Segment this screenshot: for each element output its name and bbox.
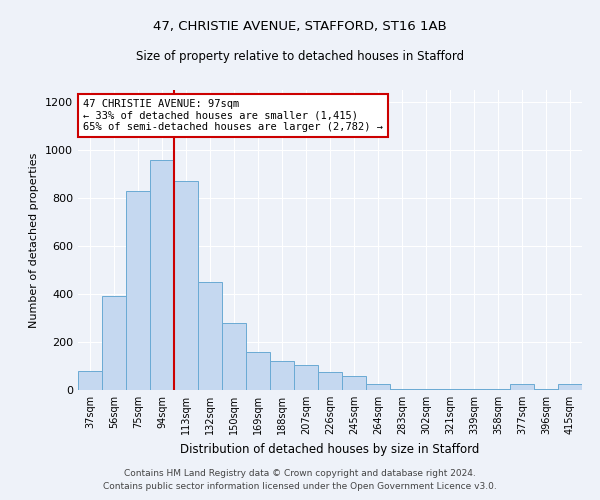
Bar — [318, 372, 342, 390]
Bar — [414, 389, 438, 390]
Bar — [198, 282, 222, 390]
Y-axis label: Number of detached properties: Number of detached properties — [29, 152, 40, 328]
Bar — [462, 389, 486, 390]
Text: Contains HM Land Registry data © Crown copyright and database right 2024.: Contains HM Land Registry data © Crown c… — [124, 468, 476, 477]
Bar — [246, 352, 270, 390]
Text: 47 CHRISTIE AVENUE: 97sqm
← 33% of detached houses are smaller (1,415)
65% of se: 47 CHRISTIE AVENUE: 97sqm ← 33% of detac… — [83, 99, 383, 132]
X-axis label: Distribution of detached houses by size in Stafford: Distribution of detached houses by size … — [181, 442, 479, 456]
Bar — [174, 181, 198, 390]
Bar — [78, 371, 102, 390]
Bar — [270, 361, 294, 390]
Bar — [534, 389, 558, 390]
Bar — [438, 389, 462, 390]
Bar — [390, 389, 414, 390]
Text: Contains public sector information licensed under the Open Government Licence v3: Contains public sector information licen… — [103, 482, 497, 491]
Bar — [102, 296, 126, 390]
Bar — [366, 384, 390, 390]
Text: 47, CHRISTIE AVENUE, STAFFORD, ST16 1AB: 47, CHRISTIE AVENUE, STAFFORD, ST16 1AB — [153, 20, 447, 33]
Bar — [486, 389, 510, 390]
Bar — [222, 323, 246, 390]
Bar — [294, 365, 318, 390]
Bar — [510, 384, 534, 390]
Bar — [150, 160, 174, 390]
Text: Size of property relative to detached houses in Stafford: Size of property relative to detached ho… — [136, 50, 464, 63]
Bar — [558, 384, 582, 390]
Bar — [342, 376, 366, 390]
Bar — [126, 191, 150, 390]
